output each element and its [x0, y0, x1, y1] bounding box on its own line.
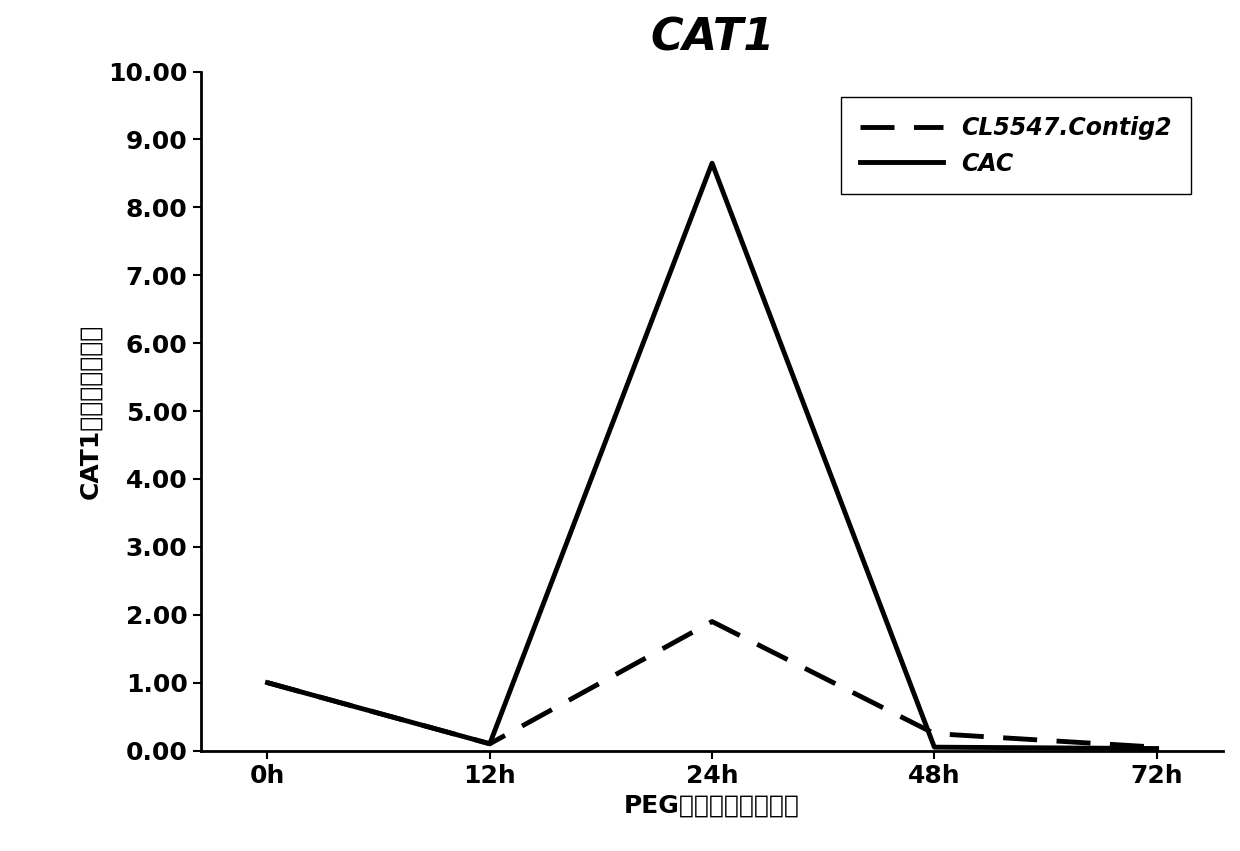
Title: CAT1: CAT1: [650, 17, 774, 60]
CAC: [1149, 744, 1164, 754]
Legend: CL5547.Contig2, CAC: CL5547.Contig2, CAC: [841, 97, 1192, 195]
CL5547.Contig2: [928, 728, 942, 739]
Line: CAC: CAC: [268, 163, 1157, 749]
X-axis label: PEG叶片处理后的时间: PEG叶片处理后的时间: [624, 793, 800, 817]
CL5547.Contig2: [482, 739, 497, 749]
CAC: [928, 742, 942, 752]
CAC: [704, 158, 719, 168]
CL5547.Contig2: [260, 677, 275, 688]
CL5547.Contig2: [1149, 742, 1164, 752]
CAC: [482, 739, 497, 749]
CAC: [260, 677, 275, 688]
CL5547.Contig2: [704, 616, 719, 626]
Y-axis label: CAT1基因相对表达量: CAT1基因相对表达量: [78, 323, 103, 499]
Line: CL5547.Contig2: CL5547.Contig2: [268, 621, 1157, 747]
